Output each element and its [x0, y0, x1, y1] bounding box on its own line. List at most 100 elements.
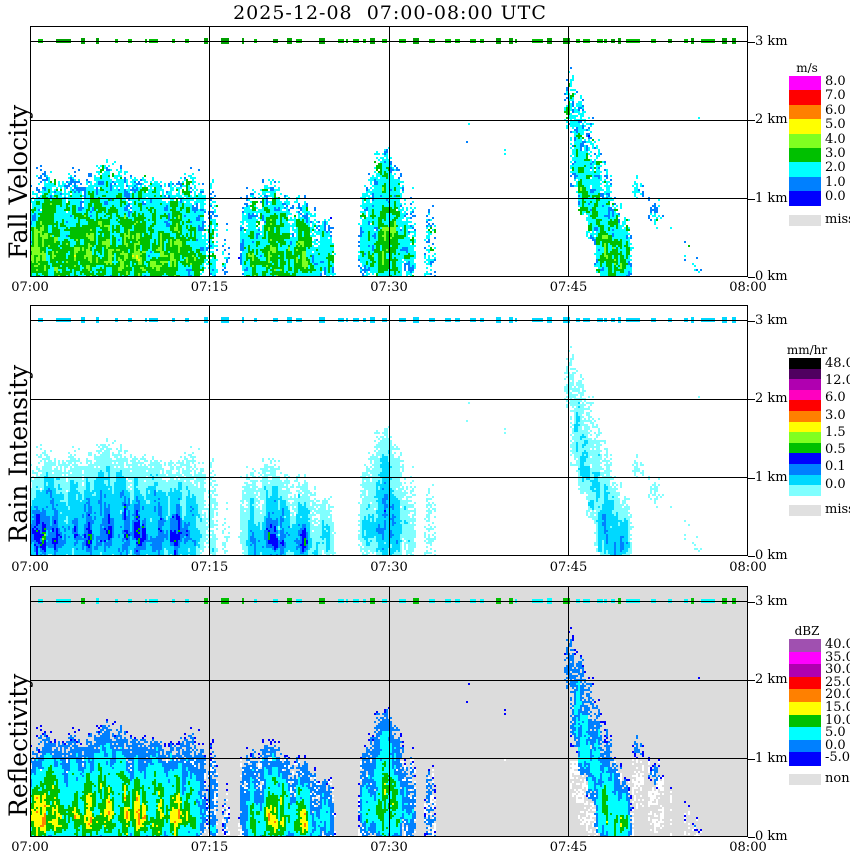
- colorbar-swatch: [789, 90, 821, 106]
- colorbar-swatch: [789, 676, 821, 690]
- colorbar-tick-label: 5.0: [825, 725, 846, 741]
- colorbar-swatch: [789, 739, 821, 753]
- colorbar-swatch: [789, 639, 821, 653]
- colorbar-tick-label: 35.0: [825, 649, 850, 665]
- x-tick-label-0800: 08:00: [729, 280, 767, 295]
- y-tick-mark: [748, 399, 755, 400]
- colorbar-missing-label: none: [825, 771, 850, 786]
- panel-rain-intensity: [30, 305, 748, 556]
- y-tick-mark: [748, 478, 755, 479]
- colorbar-tick-label: 3.0: [825, 146, 846, 161]
- y-tick-mark: [748, 556, 755, 557]
- colorbar-tick-label: 0.1: [825, 459, 846, 475]
- y-tick-mark: [748, 759, 755, 760]
- colorbar-tick-label: 0.0: [825, 189, 846, 205]
- colorbar-swatch: [789, 485, 821, 497]
- colorbar-tick-label: 1.5: [825, 424, 846, 440]
- panel-reflectivity: [30, 586, 748, 837]
- y-tick-mark: [748, 321, 755, 322]
- x-tick-label-0700: 07:00: [11, 840, 49, 855]
- colorbar-swatch: [789, 119, 821, 135]
- colorbar-swatch: [789, 727, 821, 741]
- colorbar-swatch: [789, 133, 821, 149]
- colorbar-tick-label: 4.0: [825, 131, 846, 147]
- y-tick-label-0-km: 0 km: [755, 269, 788, 284]
- colorbar-tick-label: 1.0: [825, 174, 846, 190]
- colorbar-tick-label: 25.0: [825, 674, 850, 690]
- panel-label-reflectivity: Reflectivity: [4, 673, 33, 817]
- colorbar-tick-label: 6.0: [825, 102, 846, 118]
- colorbar-tick-label: 48.0: [825, 356, 850, 371]
- x-tick-label-0745: 07:45: [549, 840, 588, 855]
- y-tick-label-2-km: 2 km: [755, 391, 788, 407]
- colorbar-swatch: [789, 752, 821, 766]
- colorbar-tick-label: 8.0: [825, 74, 846, 89]
- x-tick-label-0715: 07:15: [190, 280, 229, 295]
- x-tick-label-0745: 07:45: [549, 560, 588, 575]
- colorbar-swatch: [789, 474, 821, 486]
- colorbar-swatch: [789, 400, 821, 412]
- colorbar-swatch: [789, 664, 821, 678]
- x-tick-label-0800: 08:00: [729, 560, 767, 575]
- x-tick-label-0715: 07:15: [190, 840, 229, 855]
- colorbar-tick-label: 5.0: [825, 117, 846, 133]
- colorbar-swatch: [789, 379, 821, 391]
- colorbar-tick-label: 15.0: [825, 700, 850, 715]
- y-tick-label-3-km: 3 km: [755, 33, 788, 49]
- y-tick-label-1-km: 1 km: [755, 750, 788, 766]
- colorbar-swatch: [789, 104, 821, 120]
- panel-label-rain-intensity: Rain Intensity: [4, 365, 33, 544]
- colorbar-tick-label: 40.0: [825, 637, 850, 652]
- colorbar-tick-label: -5.0: [825, 750, 850, 766]
- y-tick-mark: [748, 120, 755, 121]
- x-tick-label-0730: 07:30: [370, 280, 408, 295]
- colorbar-swatch: [789, 453, 821, 465]
- y-tick-mark: [748, 199, 755, 200]
- colorbar-swatch: [789, 411, 821, 423]
- colorbar-swatch: [789, 389, 821, 401]
- colorbar-swatch: [789, 689, 821, 703]
- y-tick-label-3-km: 3 km: [755, 312, 788, 328]
- colorbar-missing-label: miss: [825, 501, 850, 517]
- x-tick-label-0800: 08:00: [729, 840, 767, 855]
- colorbar-tick-label: 30.0: [825, 662, 850, 678]
- y-tick-label-1-km: 1 km: [755, 469, 788, 485]
- colorbar-swatch: [789, 421, 821, 433]
- colorbar-tick-label: 10.0: [825, 712, 850, 728]
- colorbar-tick-label: 7.0: [825, 88, 846, 104]
- x-tick-label-0730: 07:30: [370, 560, 408, 575]
- colorbar-tick-label: 12.0: [825, 373, 850, 389]
- colorbar-swatch: [789, 702, 821, 716]
- panel-fall-velocity: [30, 26, 748, 277]
- colorbar-swatch: [789, 651, 821, 665]
- x-tick-label-0730: 07:30: [370, 840, 408, 855]
- page-title: 2025-12-08 07:00-08:00 UTC: [233, 2, 547, 24]
- y-tick-mark: [748, 602, 755, 603]
- colorbar-swatch: [789, 442, 821, 454]
- colorbar-swatch: [789, 432, 821, 444]
- colorbar-swatch: [789, 162, 821, 178]
- y-tick-mark: [748, 837, 755, 838]
- colorbar-unit-rain-intensity: mm/hr: [786, 343, 828, 357]
- colorbar-swatch: [789, 191, 821, 207]
- colorbar-swatch: [789, 76, 821, 91]
- rain-intensity-plot-canvas: [30, 305, 748, 556]
- colorbar-missing-label: miss: [825, 211, 850, 227]
- x-tick-label-0700: 07:00: [11, 280, 49, 295]
- x-tick-label-0700: 07:00: [11, 560, 49, 575]
- y-tick-label-2-km: 2 km: [755, 112, 788, 128]
- colorbar-swatch: [789, 464, 821, 476]
- x-tick-label-0715: 07:15: [190, 560, 229, 575]
- y-tick-label-0-km: 0 km: [755, 548, 788, 563]
- colorbar-unit-fall-velocity: m/s: [796, 61, 818, 75]
- colorbar-tick-label: 2.0: [825, 160, 846, 176]
- colorbar-swatch: [789, 714, 821, 728]
- colorbar-tick-label: 0.0: [825, 476, 846, 492]
- y-tick-mark: [748, 680, 755, 681]
- reflectivity-plot-canvas: [30, 586, 748, 837]
- x-tick-label-0745: 07:45: [549, 280, 588, 295]
- y-tick-mark: [748, 277, 755, 278]
- y-tick-label-3-km: 3 km: [755, 593, 788, 609]
- y-tick-label-2-km: 2 km: [755, 672, 788, 688]
